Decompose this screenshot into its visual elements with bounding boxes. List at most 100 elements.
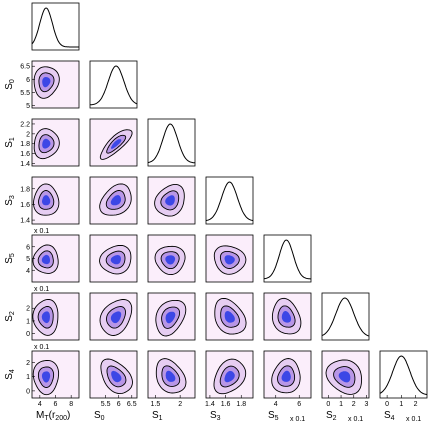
panel bbox=[89, 60, 138, 109]
marginal-curve bbox=[147, 123, 195, 164]
y-tick-label: 2 bbox=[26, 360, 30, 367]
x-scale-label: x 0.1 bbox=[348, 416, 363, 423]
x-scale-label: x 0.1 bbox=[406, 416, 421, 423]
x-tick-label: 1.5 bbox=[151, 401, 161, 408]
y-tick-label: 5 bbox=[26, 103, 30, 110]
density-core bbox=[165, 311, 176, 324]
y-tick-label: 1.6 bbox=[20, 151, 30, 158]
x-tick-label: 1.6 bbox=[221, 401, 231, 408]
x-tick-label: 3 bbox=[365, 401, 369, 408]
label-part: S bbox=[326, 410, 333, 421]
panel bbox=[147, 118, 196, 167]
label-part: 2 bbox=[9, 311, 16, 315]
label-part: 0 bbox=[101, 415, 105, 422]
label-part: (r bbox=[49, 410, 56, 421]
x-tick-label: 6 bbox=[297, 401, 301, 408]
x-tick-label: 6.5 bbox=[127, 401, 137, 408]
y-axis-label: S1 bbox=[4, 137, 16, 148]
x-tick-label: 1 bbox=[399, 401, 403, 408]
y-tick-label: 0 bbox=[26, 331, 30, 338]
label-part: S bbox=[4, 315, 15, 322]
label-part: M bbox=[36, 410, 44, 421]
y-tick-label: 1.4 bbox=[20, 161, 30, 168]
y-axis-label: S0 bbox=[4, 79, 16, 90]
label-part: 5 bbox=[9, 253, 16, 257]
label-part: S bbox=[4, 373, 15, 380]
x-axis-label: S4 bbox=[384, 410, 395, 422]
y-tick-label: 6 bbox=[26, 77, 30, 84]
marginal-curve bbox=[379, 355, 428, 396]
y-tick-label: 1 bbox=[26, 374, 30, 381]
x-tick-label: 1.8 bbox=[236, 401, 246, 408]
y-tick-label: 2 bbox=[26, 131, 30, 138]
y-tick-label: 1.8 bbox=[20, 186, 30, 193]
marginal-curve bbox=[90, 65, 138, 106]
density-core bbox=[41, 371, 51, 383]
density-core bbox=[224, 370, 235, 383]
y-tick-label: 1.4 bbox=[20, 218, 30, 225]
x-axis-label: S2 bbox=[326, 410, 337, 422]
density-core bbox=[111, 139, 122, 149]
density-core bbox=[110, 255, 121, 265]
label-part: S bbox=[4, 199, 15, 206]
marginal-curve bbox=[321, 297, 370, 337]
x-tick-label: 1.4 bbox=[205, 401, 215, 408]
x-axis-label: S3 bbox=[210, 410, 221, 422]
label-part: 1 bbox=[159, 415, 163, 422]
y-axis-label: S4 bbox=[4, 369, 16, 380]
y-scale-label: x 0.1 bbox=[34, 228, 49, 235]
panel bbox=[31, 2, 80, 51]
y-tick-label: 6.5 bbox=[20, 64, 30, 71]
marginal-curve bbox=[205, 181, 254, 222]
y-tick-label: 2.2 bbox=[20, 121, 30, 128]
y-tick-label: 6 bbox=[26, 244, 30, 251]
density-core bbox=[42, 138, 51, 149]
x-tick-label: 8 bbox=[69, 401, 73, 408]
density-core bbox=[41, 311, 50, 324]
label-part: 1 bbox=[9, 137, 16, 141]
density-core bbox=[224, 311, 235, 323]
x-tick-label: 6 bbox=[54, 401, 58, 408]
y-tick-label: 1.6 bbox=[20, 202, 30, 209]
density-core bbox=[111, 370, 122, 383]
x-tick-label: 0 bbox=[385, 401, 389, 408]
x-tick-label: 2 bbox=[352, 401, 356, 408]
y-tick-label: 4 bbox=[26, 268, 30, 275]
label-part: 2 bbox=[333, 415, 337, 422]
y-axis-label: S3 bbox=[4, 195, 16, 206]
density-core bbox=[41, 254, 50, 265]
y-scale-label: x 0.1 bbox=[34, 286, 49, 293]
label-part: S bbox=[4, 83, 15, 90]
marginal-curve bbox=[263, 239, 311, 280]
x-axis-label: MT(r200) bbox=[36, 410, 70, 422]
density-core bbox=[281, 370, 291, 382]
x-tick-label: 2 bbox=[414, 401, 418, 408]
y-tick-label: 0 bbox=[26, 388, 30, 395]
density-core bbox=[338, 371, 351, 383]
label-part: S bbox=[4, 141, 15, 148]
label-part: 200 bbox=[55, 415, 67, 422]
density-core bbox=[110, 195, 121, 206]
y-tick-label: 5.5 bbox=[20, 90, 30, 97]
density-core bbox=[165, 370, 176, 382]
density-core bbox=[165, 195, 175, 206]
x-tick-label: 4 bbox=[38, 401, 42, 408]
x-axis-label: S1 bbox=[152, 410, 163, 422]
x-tick-label: 4 bbox=[274, 401, 278, 408]
y-tick-label: 1.8 bbox=[20, 141, 30, 148]
label-part: S bbox=[384, 410, 391, 421]
y-axis-label: S2 bbox=[4, 311, 16, 322]
y-axis-label: S5 bbox=[4, 253, 16, 264]
label-part: 5 bbox=[275, 415, 279, 422]
label-part: S bbox=[268, 410, 275, 421]
x-tick-label: 1 bbox=[339, 401, 343, 408]
density-core bbox=[42, 77, 51, 88]
x-axis-label: S5 bbox=[268, 410, 279, 422]
label-part: S bbox=[94, 410, 101, 421]
label-part: 3 bbox=[9, 195, 16, 199]
x-tick-label: 2 bbox=[178, 401, 182, 408]
x-scale-label: x 0.1 bbox=[290, 416, 305, 423]
x-axis-label: S0 bbox=[94, 410, 105, 422]
y-scale-label: x 0.1 bbox=[34, 344, 49, 351]
label-part: S bbox=[152, 410, 159, 421]
